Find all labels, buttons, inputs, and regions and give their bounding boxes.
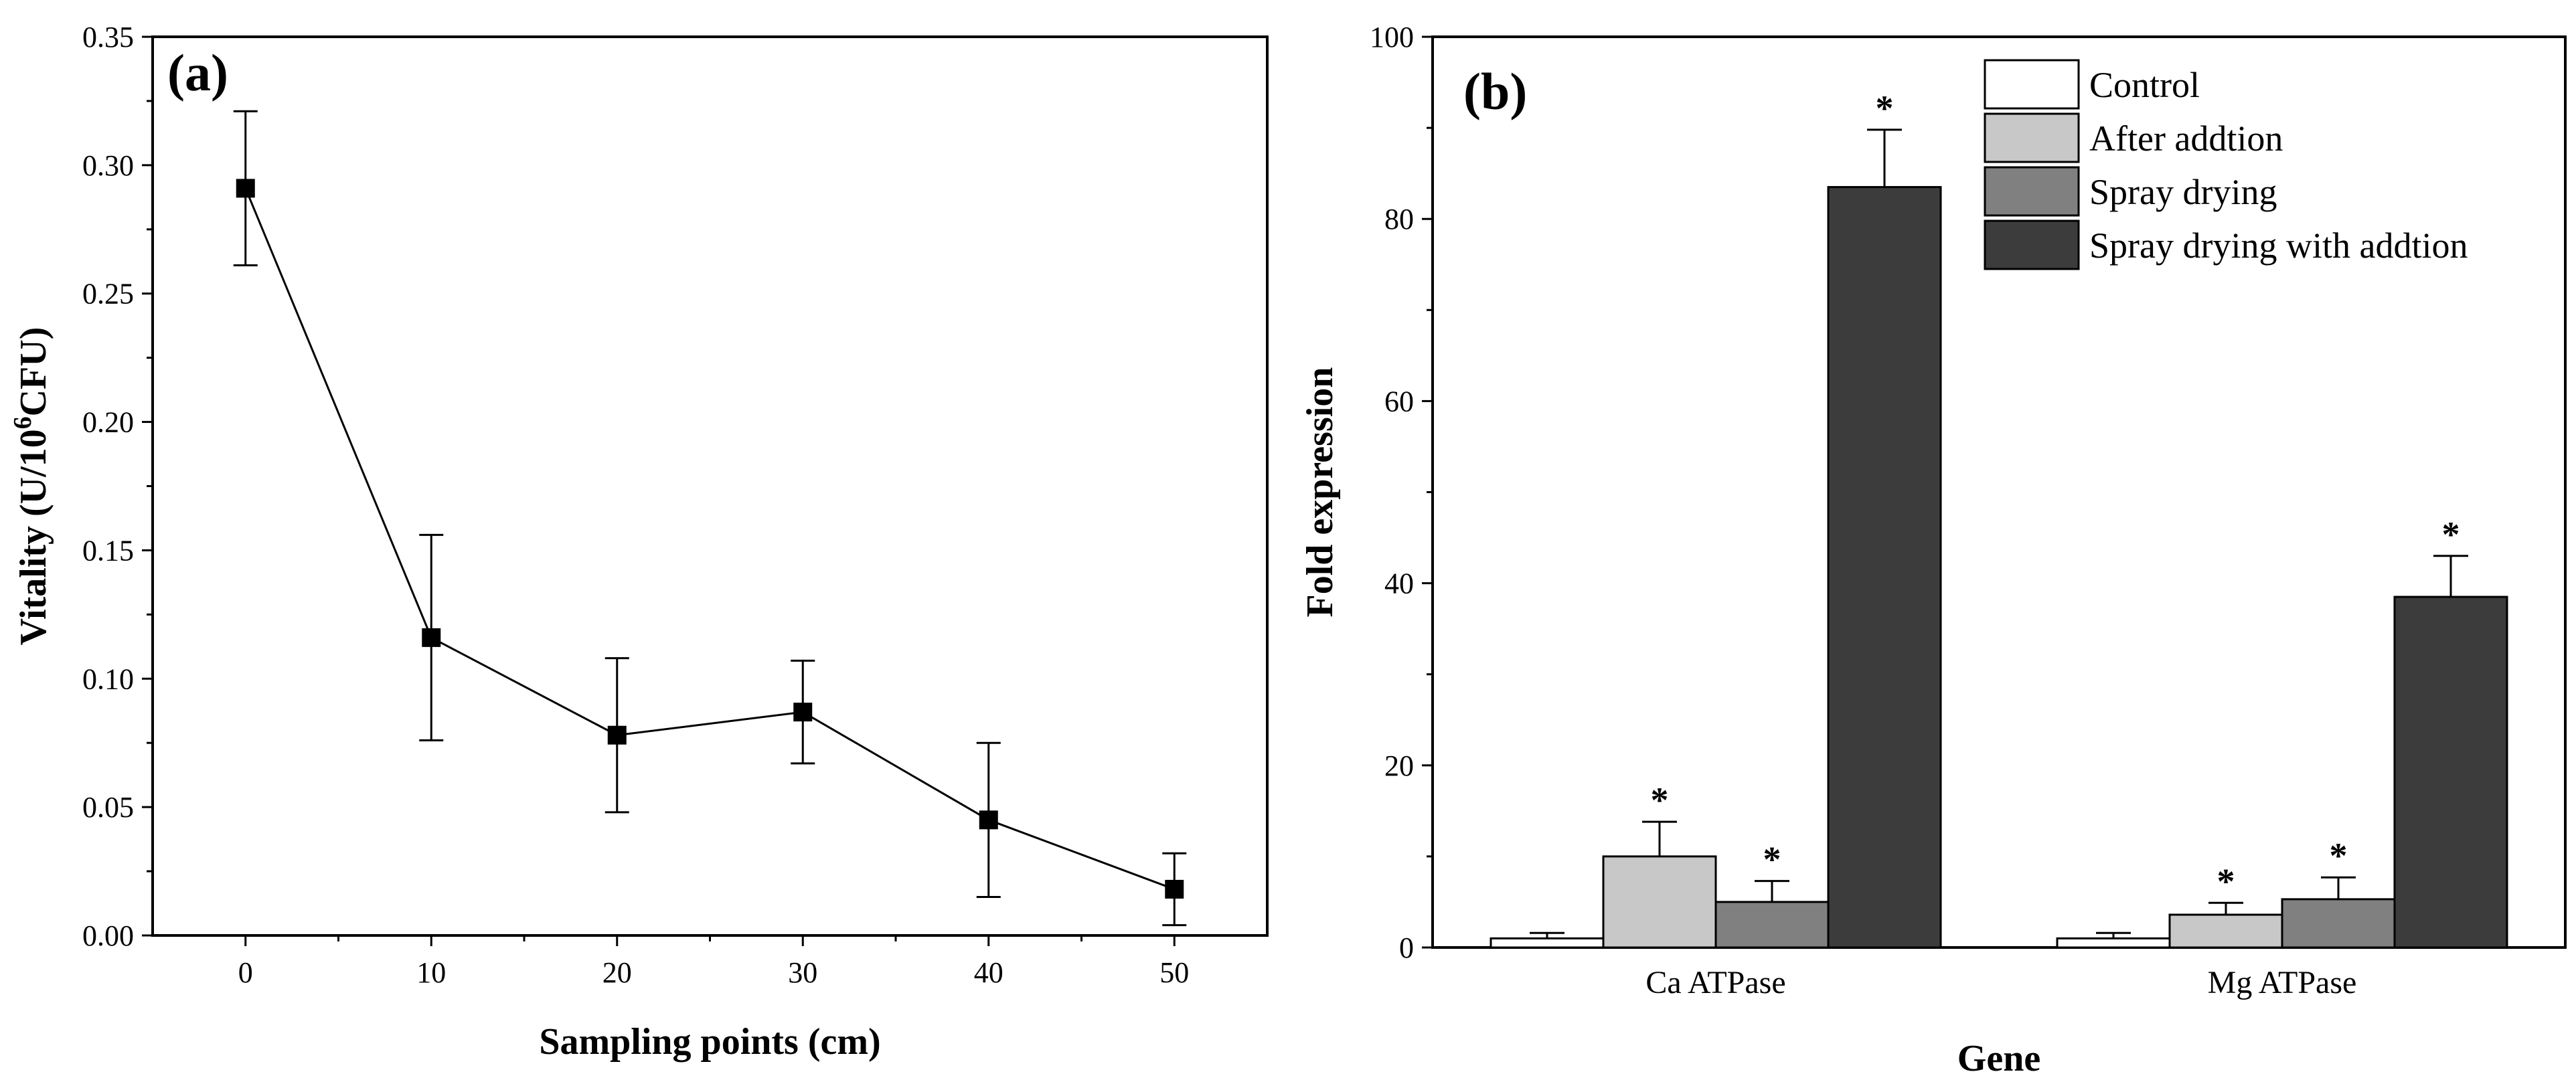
y-tick-label-a: 0.25 xyxy=(82,278,134,310)
significance-marker: * xyxy=(2442,515,2460,555)
series-line-vitality xyxy=(244,187,1175,891)
category-label: Ca ATPase xyxy=(1645,965,1785,1000)
data-point-a xyxy=(1165,879,1184,899)
marks-a xyxy=(233,110,1187,927)
y-tick-label-a: 0.35 xyxy=(82,21,134,54)
y-axis-title-a: Vitality (U/106CFU) xyxy=(9,327,54,646)
y-tick-label-a: 0.05 xyxy=(82,791,134,824)
y-axis-title-a-sup: 6 xyxy=(9,416,37,429)
bar xyxy=(2281,898,2396,949)
bar xyxy=(2056,937,2171,949)
bar xyxy=(1714,901,1830,949)
legend-label: After addtion xyxy=(2089,118,2283,159)
x-axis-title-b: Gene xyxy=(1957,1038,2040,1079)
plot-frame-a xyxy=(151,35,1269,937)
y-tick-label-b: 100 xyxy=(1370,21,1414,54)
data-point-a xyxy=(422,628,441,647)
y-tick-label-b: 0 xyxy=(1399,931,1414,964)
legend-label: Spray drying with addtion xyxy=(2089,225,2468,266)
bar xyxy=(1602,855,1717,949)
data-point-a xyxy=(607,725,627,745)
y-tick-label-b: 20 xyxy=(1384,749,1414,782)
panel-label-b: (b) xyxy=(1463,62,1527,120)
x-axis-title-a: Sampling points (cm) xyxy=(539,1021,880,1063)
data-point-a xyxy=(236,179,255,198)
bar xyxy=(2168,913,2283,949)
x-tick-label-a: 10 xyxy=(416,956,446,989)
y-tick-label-a: 0.20 xyxy=(82,406,134,439)
y-tick-label-a: 0.30 xyxy=(82,149,134,182)
significance-marker: * xyxy=(2217,861,2235,901)
significance-marker: * xyxy=(1651,780,1669,820)
y-tick-label-b: 60 xyxy=(1384,385,1414,418)
y-axis-title-b: Fold expression xyxy=(1299,367,1341,618)
y-tick-label-a: 0.15 xyxy=(82,534,134,567)
category-label: Mg ATPase xyxy=(2208,965,2357,1000)
y-axis-title-a-main: Vitality (U/10 xyxy=(13,429,54,645)
ticks-b: 0 20 40 60 80 100 Ca ATPase Mg ATPase xyxy=(1370,21,2356,1000)
legend-label: Control xyxy=(2089,65,2200,105)
significance-marker: * xyxy=(2330,836,2348,876)
x-tick-label-a: 50 xyxy=(1159,956,1189,989)
legend-swatch xyxy=(1984,59,2080,110)
legend-swatch xyxy=(1984,112,2080,163)
bar xyxy=(1827,186,1942,949)
ticks-a: 0.00 0.05 0.10 0.15 0.20 0.25 0.30 0.35 0 10 20 30 4… xyxy=(82,21,1189,989)
panel-a: 0.00 0.05 0.10 0.15 0.20 0.25 0.30 0.35 0 10 20 30 4… xyxy=(9,21,1269,1063)
panel-label-a: (a) xyxy=(167,43,228,102)
significance-marker: * xyxy=(1763,840,1781,880)
legend-swatch xyxy=(1984,166,2080,217)
x-tick-label-a: 0 xyxy=(238,956,253,989)
y-axis-title-a-tail: CFU) xyxy=(13,327,54,417)
x-tick-label-a: 30 xyxy=(788,956,817,989)
legend-b: Control After addtion Spray drying Spray dr… xyxy=(1984,59,2468,270)
y-tick-label-b: 40 xyxy=(1384,567,1414,600)
y-tick-label-a: 0.10 xyxy=(82,662,134,695)
legend-swatch xyxy=(1984,219,2080,270)
data-point-a xyxy=(793,703,813,722)
significance-marker: * xyxy=(1876,88,1894,128)
x-tick-label-a: 40 xyxy=(974,956,1003,989)
bar xyxy=(1490,937,1605,949)
panel-b: 0 20 40 60 80 100 Ca ATPase Mg ATPase * * * * * * Co… xyxy=(1299,21,2567,1079)
marks-b: * * * * * * xyxy=(1490,88,2508,949)
y-tick-label-b: 80 xyxy=(1384,203,1414,236)
legend-label: Spray drying xyxy=(2089,172,2277,212)
y-tick-label-a: 0.00 xyxy=(82,919,134,952)
x-tick-label-a: 20 xyxy=(602,956,632,989)
bar xyxy=(2393,596,2508,949)
data-point-a xyxy=(979,810,998,830)
